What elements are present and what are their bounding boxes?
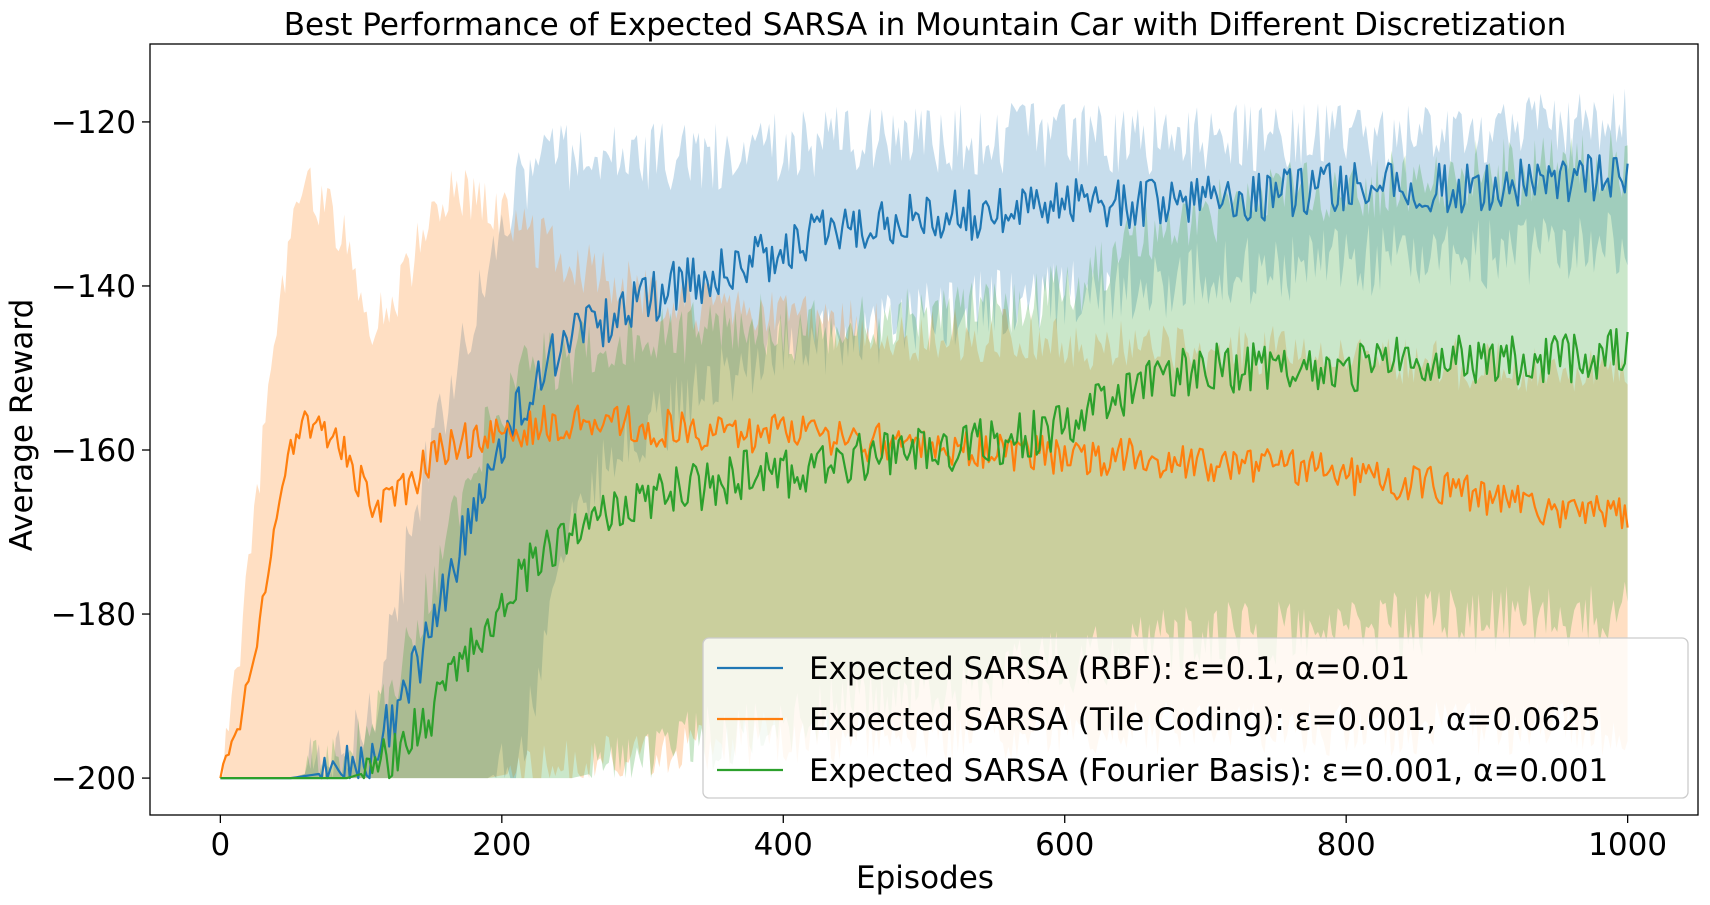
y-tick-label: −160 xyxy=(51,433,136,469)
legend-label: Expected SARSA (RBF): ε=0.1, α=0.01 xyxy=(809,651,1410,687)
x-axis-label: Episodes xyxy=(856,860,994,896)
series-lines xyxy=(219,153,1629,780)
y-tick-label: −120 xyxy=(51,105,136,141)
x-tick-label: 400 xyxy=(754,827,813,863)
x-tick-label: 200 xyxy=(472,827,531,863)
band-series-2 xyxy=(220,167,1628,779)
line-series-1 xyxy=(220,153,1629,780)
chart-title: Best Performance of Expected SARSA in Mo… xyxy=(284,7,1567,43)
band-series-1 xyxy=(220,88,1628,779)
x-tick-label: 600 xyxy=(1035,827,1094,863)
x-tick-label: 800 xyxy=(1317,827,1376,863)
line-series-3 xyxy=(220,328,1629,780)
x-tick-label: 1000 xyxy=(1588,827,1667,863)
y-tick-label: −140 xyxy=(51,269,136,305)
x-tick-label: 0 xyxy=(210,827,230,863)
y-tick-label: −180 xyxy=(51,597,136,633)
legend-box xyxy=(702,637,1689,799)
legend: Expected SARSA (RBF): ε=0.1, α=0.01 Expec… xyxy=(702,637,1689,799)
axes: 0 200 400 600 800 1000 −200 −180 −160 −140 −120 xyxy=(51,43,1699,863)
confidence-bands xyxy=(220,88,1628,779)
legend-label: Expected SARSA (Fourier Basis): ε=0.001,… xyxy=(809,753,1608,789)
plot-frame xyxy=(149,43,1699,816)
legend-label: Expected SARSA (Tile Coding): ε=0.001, α… xyxy=(809,702,1601,738)
band-series-3 xyxy=(220,130,1628,779)
y-axis-label: Average Reward xyxy=(4,299,40,552)
y-tick-label: −200 xyxy=(51,761,136,797)
